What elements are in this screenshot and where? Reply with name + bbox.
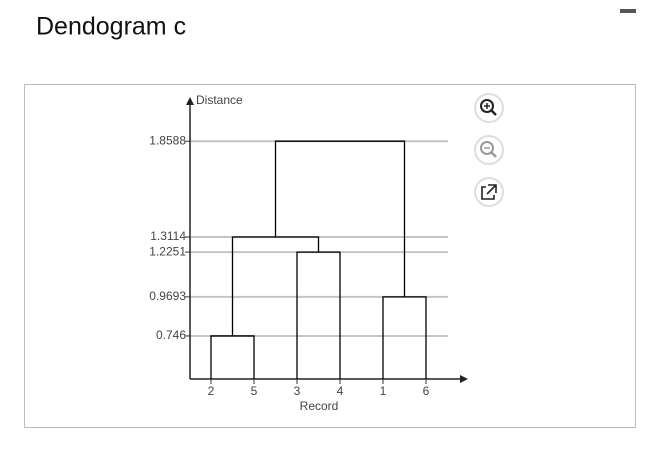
x-axis-arrow (460, 375, 468, 383)
x-tick-label: 5 (251, 384, 258, 398)
y-tick-label: 1.8588 (149, 133, 186, 147)
popout-button[interactable] (474, 177, 504, 207)
minimize-button[interactable] (620, 9, 636, 13)
x-tick-label: 6 (423, 384, 430, 398)
dendrogram-link (274, 140, 406, 297)
x-tick-label: 3 (294, 384, 301, 398)
y-tick-label: 0.746 (156, 328, 186, 342)
page-title: Dendogram c (36, 13, 186, 41)
x-tick-label: 4 (337, 384, 344, 398)
y-axis-arrow (186, 97, 194, 105)
zoom-in-button[interactable] (474, 93, 504, 123)
zoom-out-button[interactable] (474, 135, 504, 165)
y-tick-label: 1.3114 (150, 229, 186, 243)
x-axis-label: Record (300, 399, 339, 413)
chart-frame (24, 84, 636, 428)
x-tick-label: 1 (380, 384, 387, 398)
y-tick-label: 1.2251 (149, 244, 186, 258)
x-tick-label: 2 (208, 384, 215, 398)
y-tick-label: 0.9693 (149, 289, 186, 303)
y-axis-label: Distance (196, 93, 243, 107)
